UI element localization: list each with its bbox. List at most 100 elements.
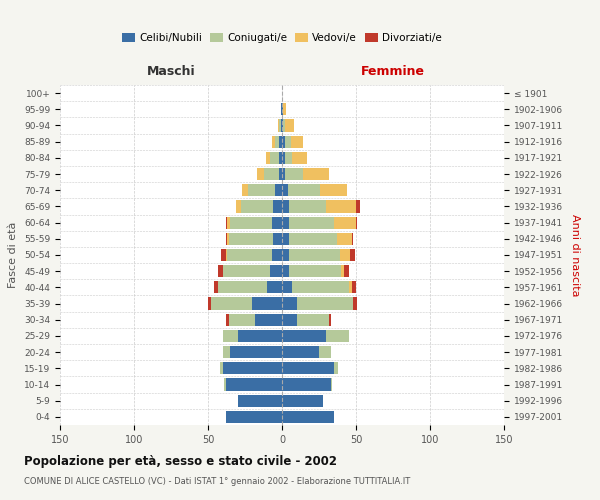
Bar	[329, 314, 331, 326]
Bar	[273, 232, 282, 245]
Bar	[283, 103, 286, 116]
Bar	[282, 103, 283, 116]
Bar	[270, 265, 282, 278]
Bar	[221, 249, 226, 261]
Bar	[230, 346, 282, 358]
Bar	[289, 249, 340, 261]
Bar	[236, 200, 241, 212]
Bar	[275, 136, 279, 147]
Legend: Celibi/Nubili, Coniugati/e, Vedovi/e, Divorziati/e: Celibi/Nubili, Coniugati/e, Vedovi/e, Di…	[118, 29, 446, 48]
Bar	[340, 249, 350, 261]
Bar	[229, 232, 273, 245]
Bar	[282, 216, 289, 228]
Bar	[285, 152, 292, 164]
Bar	[226, 216, 227, 228]
Bar	[282, 120, 283, 132]
Bar	[220, 362, 223, 374]
Bar	[282, 200, 289, 212]
Bar	[285, 120, 294, 132]
Bar	[281, 120, 282, 132]
Bar	[226, 314, 229, 326]
Bar	[297, 314, 329, 326]
Bar	[282, 330, 326, 342]
Bar	[272, 249, 282, 261]
Bar	[257, 168, 264, 180]
Bar	[283, 120, 285, 132]
Bar	[223, 265, 270, 278]
Bar	[226, 378, 282, 390]
Bar	[272, 136, 275, 147]
Bar	[341, 265, 344, 278]
Bar	[227, 232, 229, 245]
Bar	[227, 216, 230, 228]
Bar	[337, 232, 352, 245]
Bar	[350, 249, 355, 261]
Bar	[256, 314, 282, 326]
Bar	[218, 265, 223, 278]
Bar	[238, 330, 282, 342]
Bar	[282, 362, 334, 374]
Bar	[282, 282, 292, 294]
Bar	[238, 394, 282, 407]
Bar	[282, 394, 323, 407]
Bar	[273, 200, 282, 212]
Bar	[229, 314, 256, 326]
Bar	[353, 298, 358, 310]
Bar	[223, 346, 230, 358]
Bar	[291, 136, 303, 147]
Bar	[289, 216, 334, 228]
Bar	[241, 200, 273, 212]
Bar	[303, 168, 329, 180]
Bar	[266, 152, 270, 164]
Bar	[282, 184, 288, 196]
Bar	[223, 362, 282, 374]
Bar	[279, 152, 282, 164]
Bar	[226, 249, 227, 261]
Bar	[279, 120, 281, 132]
Bar	[230, 216, 272, 228]
Bar	[282, 232, 289, 245]
Bar	[288, 184, 320, 196]
Bar	[282, 136, 285, 147]
Bar	[224, 378, 226, 390]
Bar	[282, 265, 289, 278]
Bar	[356, 216, 358, 228]
Text: Maschi: Maschi	[146, 65, 196, 78]
Bar	[356, 200, 361, 212]
Bar	[282, 314, 297, 326]
Bar	[334, 362, 338, 374]
Bar	[278, 120, 279, 132]
Bar	[282, 346, 319, 358]
Bar	[344, 265, 349, 278]
Bar	[282, 152, 285, 164]
Bar	[282, 378, 331, 390]
Bar	[248, 184, 275, 196]
Bar	[223, 330, 238, 342]
Bar	[218, 282, 267, 294]
Bar	[264, 168, 279, 180]
Bar	[227, 249, 272, 261]
Bar	[292, 282, 349, 294]
Bar	[272, 216, 282, 228]
Bar	[334, 216, 356, 228]
Bar	[285, 136, 291, 147]
Bar	[275, 184, 282, 196]
Bar	[282, 411, 334, 423]
Bar	[289, 265, 341, 278]
Bar	[282, 168, 285, 180]
Bar	[285, 168, 303, 180]
Bar	[279, 168, 282, 180]
Bar	[320, 184, 347, 196]
Text: COMUNE DI ALICE CASTELLO (VC) - Dati ISTAT 1° gennaio 2002 - Elaborazione TUTTIT: COMUNE DI ALICE CASTELLO (VC) - Dati IST…	[24, 478, 410, 486]
Y-axis label: Anni di nascita: Anni di nascita	[569, 214, 580, 296]
Bar	[214, 282, 218, 294]
Bar	[292, 152, 307, 164]
Bar	[319, 346, 331, 358]
Bar	[331, 378, 332, 390]
Bar	[253, 298, 282, 310]
Bar	[326, 330, 349, 342]
Bar	[289, 232, 337, 245]
Bar	[270, 152, 279, 164]
Bar	[352, 232, 353, 245]
Bar	[281, 103, 282, 116]
